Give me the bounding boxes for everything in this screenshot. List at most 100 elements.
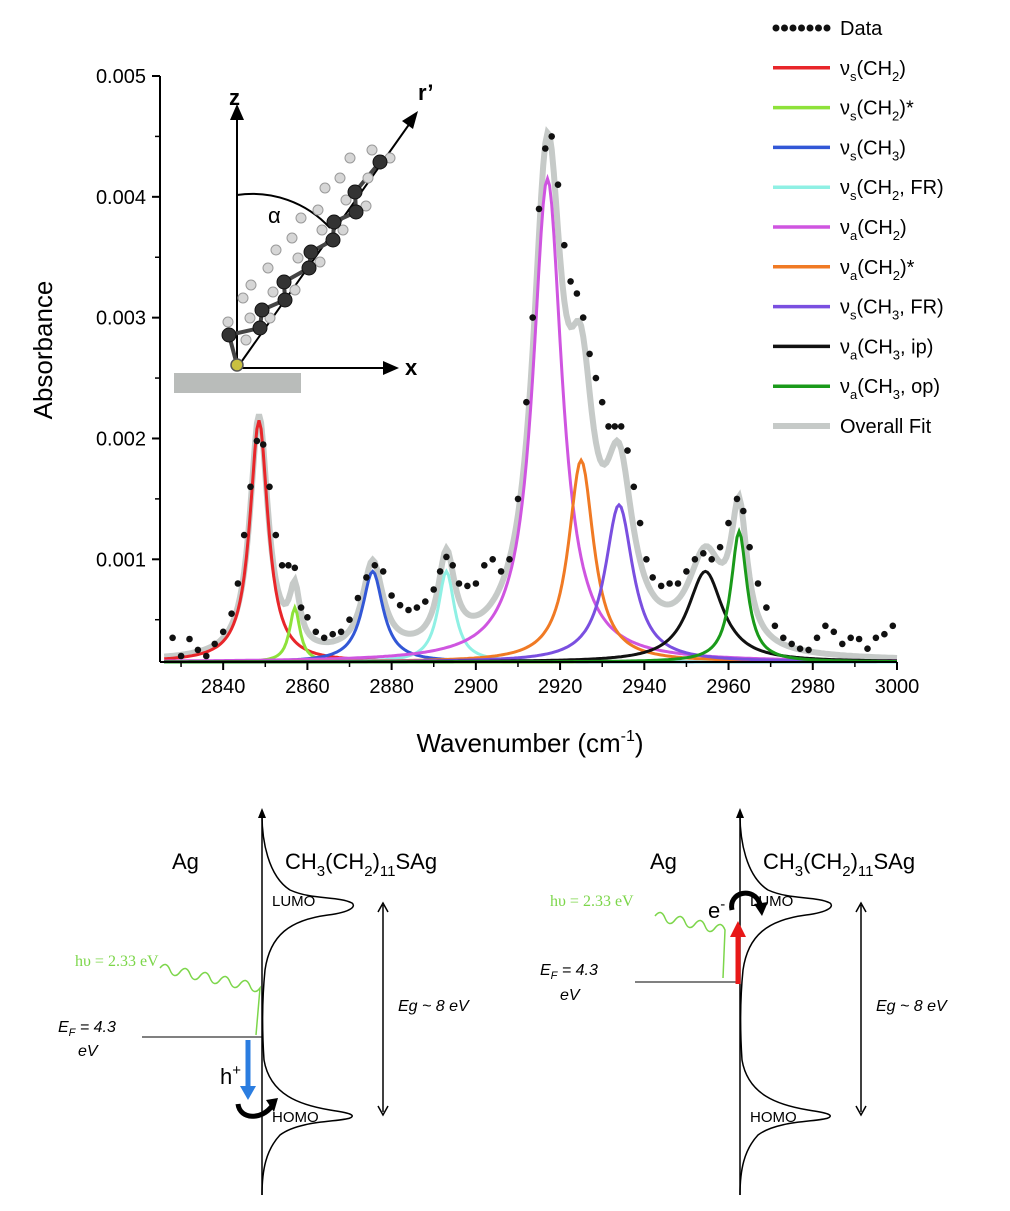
band-gap-label: Eg ~ 8 eV [398,998,470,1015]
data-point [422,598,429,605]
x-tick-label: 2940 [622,676,667,698]
data-point [643,556,650,563]
legend-swatch-dot [781,24,788,32]
data-point [278,562,286,569]
data-point [297,604,305,611]
carbon-atom [303,244,319,260]
data-point [259,441,267,448]
hydrogen-atom [286,232,298,244]
hydrogen-atom [289,284,301,296]
molecule-label: CH3(CH2)11SAg [763,849,915,880]
energy-diagram-hole: Ag CH3(CH2)11SAg LUMO HOMO Eg ~ 8 eV EF = 4.3… [58,808,470,1196]
legend-label: νs(CH2) [840,58,906,84]
data-point [169,634,176,642]
series-component-2 [164,603,897,664]
legend-swatch-dot [789,24,797,32]
hydrogen-atom [222,316,234,328]
carbon-atom [348,204,364,220]
data-point [796,645,804,652]
hydrogen-atom [316,224,328,236]
data-point [598,398,606,406]
data-point [396,601,404,609]
carbon-atom [254,302,270,318]
legend-label: νa(CH3, op) [840,376,940,402]
data-point [234,580,242,587]
data-point [219,628,227,636]
hydrogen-atom [366,144,378,156]
carbon-atom [326,214,342,230]
photon-energy-label: hυ = 2.33 eV [75,953,159,970]
data-point [337,628,345,636]
legend-label: νs(CH2, FR) [840,177,944,203]
data-point [586,350,593,358]
data-point [630,483,638,491]
curl-arrowhead [266,1098,278,1112]
data-point [379,568,387,575]
legend-label: Data [840,18,883,40]
homo-label: HOMO [750,1109,797,1126]
carrier-transfer-curl [729,890,763,911]
metal-label: Ag [172,849,199,874]
data-point [636,519,644,527]
data-point [624,447,631,454]
data-point [683,568,690,575]
data-point [413,604,421,611]
hydrogen-atom [240,334,252,346]
alkyl-chain-model [221,144,396,372]
hydrogen-atom [295,212,307,224]
carbon-atom [347,184,363,200]
data-point [443,553,450,561]
data-point [481,562,488,569]
carrier-label: h+ [220,1062,241,1089]
data-point [253,437,261,445]
z-axis-label: z [229,85,240,110]
band-gap-arrowhead-bottom [377,1105,389,1117]
legend-label: νa(CH2) [840,217,907,243]
data-point [247,483,254,491]
legend-label: νa(CH3, ip) [840,336,933,362]
x-arrowhead [383,361,399,375]
x-tick-label: 2920 [538,676,583,698]
legend-label: νa(CH2)* [840,257,915,283]
legend-swatch-dot [823,24,831,32]
band-gap-arrowhead-top [377,901,389,913]
x-axis-label: Wavenumber (cm-1) [416,728,643,758]
hydrogen-atom [334,172,346,184]
data-point [864,645,871,652]
data-point [329,630,337,638]
r-axis-label: r’ [418,80,434,105]
fermi-level-label: EF = 4.3 [58,1019,116,1039]
legend-swatch-dot [772,24,780,32]
sulfur-atom [230,358,244,372]
data-point [657,582,665,590]
data-point [354,594,362,602]
data-point [813,634,821,642]
density-of-states-curve [739,814,833,1196]
hydrogen-atom [360,200,372,212]
x-tick-label: 2980 [791,676,836,698]
data-point [472,580,480,587]
data-point [371,562,379,569]
hydrogen-atom [292,252,304,264]
data-point [430,586,438,593]
carrier-transfer-curl [235,1103,275,1119]
data-point [746,543,753,551]
data-point [881,630,888,638]
alpha-angle-arc [236,192,331,229]
data-point [405,606,412,614]
carbon-atom [301,260,317,276]
substrate-bar [174,373,301,393]
data-point [754,580,762,587]
hydrogen-atom [245,279,257,291]
metal-label: Ag [650,849,677,874]
molecule-label: CH3(CH2)11SAg [285,849,437,880]
data-point [763,604,770,611]
data-point [177,652,185,660]
data-point [822,622,829,630]
data-point [346,616,353,623]
x-tick-label: 2960 [706,676,751,698]
data-point [788,640,795,648]
data-point [561,241,568,249]
y-tick-label: 0.005 [96,66,146,88]
